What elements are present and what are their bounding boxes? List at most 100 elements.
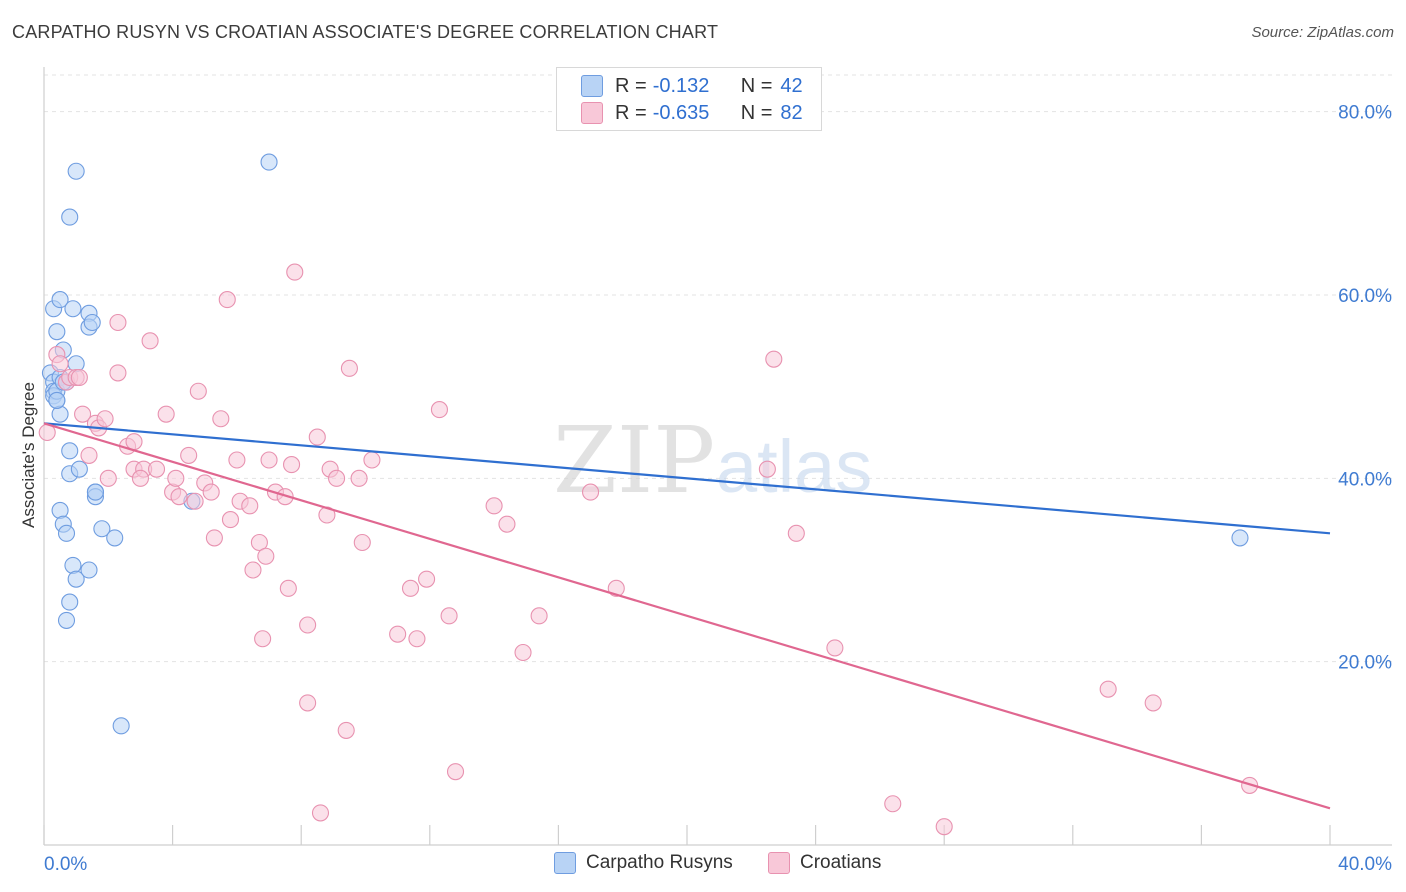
legend-swatch-croatian: [581, 102, 603, 124]
data-point: [498, 515, 516, 533]
data-point: [257, 547, 275, 565]
data-point: [189, 382, 207, 400]
data-point: [61, 442, 79, 460]
data-point: [826, 639, 844, 657]
data-point: [109, 313, 127, 332]
data-point: [61, 208, 79, 226]
data-point: [228, 451, 246, 469]
legend-n-label: N =: [740, 74, 773, 97]
y-axis-label: Associate's Degree: [19, 382, 38, 528]
data-point: [212, 410, 230, 428]
axis-labels: 20.0% 40.0% 60.0% 80.0% 0.0% 40.0% Associate's…: [19, 103, 1392, 875]
x-tick-label: 40.0%: [1338, 854, 1392, 875]
series-swatch-carpatho: [554, 852, 576, 874]
data-point: [147, 460, 166, 478]
data-point: [1231, 529, 1249, 547]
data-point: [389, 625, 407, 643]
watermark: ZIP atlas: [553, 407, 872, 514]
series-croatian-points: [38, 263, 1259, 836]
data-point: [80, 561, 98, 579]
data-point: [167, 469, 185, 487]
legend-r-label: R =: [615, 74, 647, 97]
data-point: [180, 446, 198, 464]
data-point: [51, 355, 69, 373]
data-point: [218, 291, 236, 309]
data-point: [350, 469, 368, 487]
correlation-legend: R = -0.132 N = 42 R = -0.635 N = 82: [556, 67, 822, 131]
data-point: [408, 630, 426, 648]
legend-row-croatian: R = -0.635 N = 82: [581, 101, 803, 125]
data-point: [86, 483, 104, 501]
data-point: [241, 497, 259, 515]
y-tick-label: 40.0%: [1338, 469, 1392, 490]
data-point: [106, 529, 124, 547]
data-point: [260, 451, 278, 469]
data-point: [141, 332, 159, 350]
data-point: [430, 401, 448, 419]
data-point: [70, 368, 88, 387]
data-point: [205, 529, 223, 547]
data-point: [935, 818, 953, 836]
data-point: [286, 263, 304, 281]
data-point: [48, 323, 66, 341]
y-tick-label: 60.0%: [1338, 286, 1392, 307]
data-point: [758, 460, 776, 478]
data-point: [485, 497, 503, 515]
data-point: [884, 795, 902, 813]
data-point: [109, 364, 127, 382]
y-tick-label: 80.0%: [1338, 103, 1392, 124]
data-point: [787, 524, 805, 542]
axes: [43, 67, 1392, 846]
data-point: [57, 611, 76, 629]
data-point: [1099, 680, 1117, 698]
data-point: [83, 313, 101, 332]
series-label-croatian: Croatians: [800, 852, 882, 873]
series-legend-croatian[interactable]: Croatians: [768, 852, 881, 874]
data-point: [765, 350, 783, 368]
data-point: [353, 533, 371, 552]
data-point: [57, 524, 76, 542]
legend-r-value: -0.132: [652, 74, 710, 97]
data-point: [67, 570, 85, 588]
data-point: [221, 511, 240, 529]
data-point: [131, 469, 149, 487]
legend-swatch-carpatho: [581, 75, 603, 97]
data-point: [328, 469, 346, 487]
series-swatch-croatian: [768, 852, 790, 874]
data-point: [311, 804, 330, 822]
data-point: [1144, 694, 1162, 712]
legend-r-label: R =: [615, 101, 647, 124]
data-point: [99, 469, 117, 487]
data-point: [363, 451, 381, 469]
series-label-carpatho: Carpatho Rusyns: [586, 852, 733, 873]
trend-line-croatian: [43, 422, 1331, 810]
chart-title: CARPATHO RUSYN VS CROATIAN ASSOCIATE'S D…: [12, 22, 719, 42]
legend-r-value: -0.635: [652, 101, 710, 124]
series-legend-carpatho[interactable]: Carpatho Rusyns: [554, 852, 733, 874]
trend-lines: [43, 422, 1331, 810]
legend-row-carpatho: R = -0.132 N = 42: [581, 74, 803, 98]
data-point: [418, 570, 436, 588]
y-tick-label: 20.0%: [1338, 653, 1392, 674]
data-point: [283, 456, 301, 474]
data-point: [299, 694, 317, 712]
watermark-zip: ZIP: [553, 407, 715, 514]
data-point: [250, 533, 268, 552]
data-point: [254, 630, 272, 648]
data-point: [446, 763, 465, 781]
data-point: [186, 492, 204, 510]
data-point: [279, 579, 297, 597]
series-legend: Carpatho Rusyns Croatians: [0, 852, 1406, 876]
data-point: [244, 561, 262, 579]
data-point: [70, 460, 88, 478]
data-point: [157, 405, 175, 423]
data-point: [299, 616, 317, 634]
data-point: [74, 405, 92, 423]
data-point: [440, 607, 458, 625]
legend-n-value: 42: [780, 74, 803, 97]
data-points: [38, 153, 1259, 836]
data-point: [48, 391, 66, 409]
trend-line-carpatho: [43, 422, 1331, 535]
data-point: [112, 717, 130, 735]
data-point: [64, 300, 82, 318]
